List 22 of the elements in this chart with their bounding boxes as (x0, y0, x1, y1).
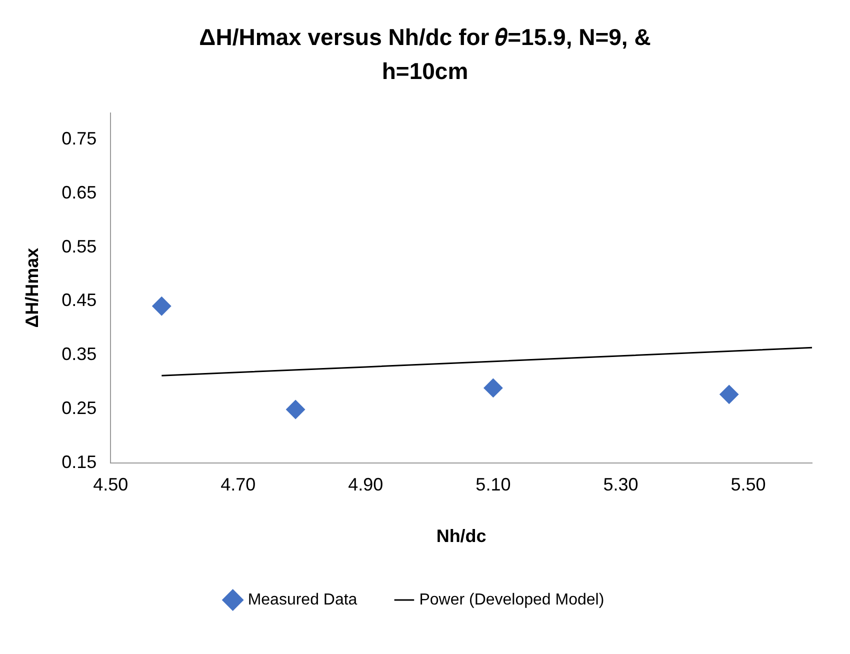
x-tick-label: 5.50 (730, 474, 766, 495)
point (286, 400, 306, 419)
x-tick-label: 5.30 (603, 474, 638, 495)
y-tick-label: 0.65 (62, 182, 97, 203)
y-tick-label: 0.55 (62, 236, 97, 256)
chart-title: ΔH/Hmax versus Nh/dc for 𝜃=15.9, N=9, & h=10cm (198, 23, 652, 86)
x-tick-label: 5.10 (476, 474, 511, 495)
x-tick-label: 4.50 (93, 474, 128, 495)
legend-label: Measured Data (248, 591, 358, 608)
point (720, 384, 739, 404)
y-tick-label: 0.25 (62, 398, 97, 418)
y-axis-title: ΔH/Hmax (22, 248, 42, 328)
y-tick-label: 0.35 (62, 344, 97, 364)
x-tick-label: 4.90 (348, 474, 384, 495)
y-tick-label: 0.75 (62, 128, 97, 149)
x-tick-label: 4.70 (220, 474, 256, 495)
y-tick-label: 0.45 (62, 290, 97, 310)
y-tick-label: 0.15 (62, 452, 97, 472)
point (152, 296, 172, 316)
point (484, 378, 503, 398)
legend-label: Power (Developed Model) (419, 591, 604, 608)
x-axis-title: Nh/dc (436, 526, 486, 546)
